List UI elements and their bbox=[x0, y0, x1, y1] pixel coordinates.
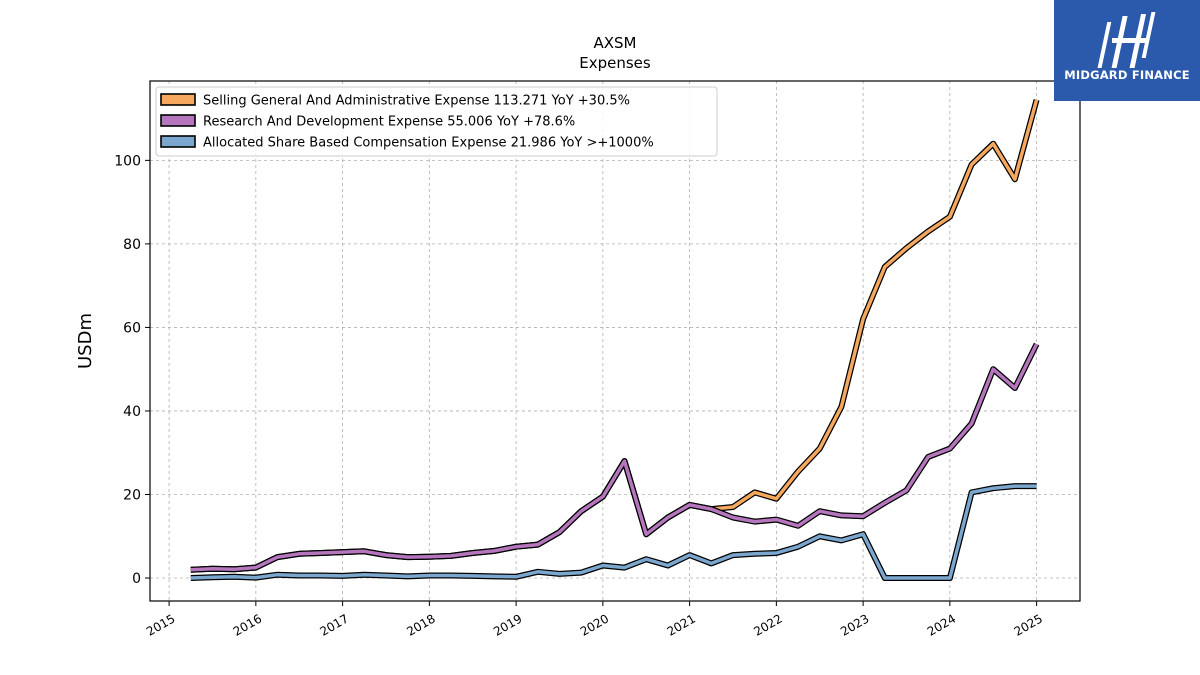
legend-label: Selling General And Administrative Expen… bbox=[203, 94, 630, 109]
y-tick-label: 80 bbox=[123, 237, 141, 253]
legend-label: Allocated Share Based Compensation Expen… bbox=[203, 136, 654, 151]
y-tick-label: 60 bbox=[123, 320, 141, 336]
series-1-line bbox=[190, 343, 1039, 572]
logo-mark-icon bbox=[1097, 12, 1156, 68]
series-2-line bbox=[190, 484, 1037, 580]
legend-swatch bbox=[160, 93, 196, 106]
y-tick-label: 20 bbox=[123, 487, 141, 503]
y-tick-label: 100 bbox=[114, 153, 141, 169]
x-tick-label: 2022 bbox=[751, 611, 784, 638]
x-tick-label: 2024 bbox=[925, 611, 958, 638]
brand-logo: MIDGARD FINANCE bbox=[1054, 0, 1200, 101]
series-2-outline bbox=[190, 483, 1037, 581]
chart-title: AXSM bbox=[593, 34, 636, 52]
x-tick-label: 2016 bbox=[231, 611, 264, 638]
x-tick-label: 2019 bbox=[491, 611, 524, 638]
series-lines bbox=[190, 99, 1040, 581]
x-tick-label: 2021 bbox=[665, 611, 698, 638]
y-axis: 0 20 40 60 80 100 bbox=[114, 153, 150, 587]
legend-box bbox=[155, 86, 718, 157]
y-tick-label: 0 bbox=[132, 571, 141, 587]
x-tick-label: 2025 bbox=[1012, 611, 1045, 638]
x-tick-label: 2020 bbox=[578, 611, 611, 638]
y-axis-label: USDm bbox=[75, 313, 96, 369]
series-1-outline bbox=[190, 342, 1040, 573]
grid bbox=[150, 81, 1080, 601]
logo-text: MIDGARD FINANCE bbox=[1064, 68, 1190, 82]
legend-swatch bbox=[160, 135, 196, 148]
x-axis: 2015 2016 2017 2018 2019 2020 2021 2022 2023 2024… bbox=[144, 601, 1045, 639]
legend: Selling General And Administrative Expen… bbox=[155, 86, 718, 157]
x-tick-label: 2017 bbox=[318, 611, 351, 638]
series-0-line bbox=[190, 99, 1039, 572]
x-tick-label: 2015 bbox=[144, 611, 177, 638]
x-tick-label: 2018 bbox=[404, 611, 437, 638]
plot-frame bbox=[149, 80, 1081, 602]
legend-label: Research And Development Expense 55.006 … bbox=[203, 115, 575, 130]
chart-subtitle: Expenses bbox=[579, 54, 651, 72]
y-tick-label: 40 bbox=[123, 404, 141, 420]
legend-swatch bbox=[160, 114, 196, 127]
x-tick-label: 2023 bbox=[838, 611, 871, 638]
series-0-outline bbox=[190, 99, 1040, 573]
